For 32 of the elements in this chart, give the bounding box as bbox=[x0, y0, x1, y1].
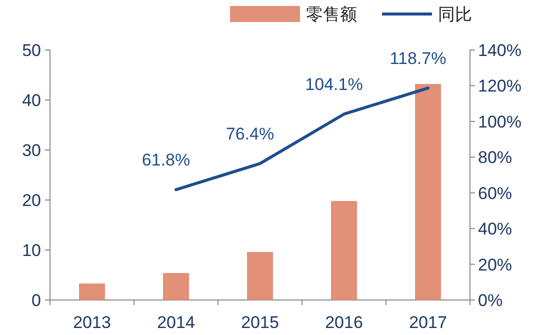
x-tick-label: 2017 bbox=[409, 313, 447, 332]
bar bbox=[331, 201, 357, 300]
y-tick-label: 20 bbox=[22, 191, 41, 210]
data-label: 76.4% bbox=[226, 124, 274, 144]
y2-tick-label: 0% bbox=[478, 291, 503, 310]
y-tick-label: 0 bbox=[32, 291, 41, 310]
y2-tick-label: 40% bbox=[478, 220, 512, 239]
y-tick-label: 40 bbox=[22, 91, 41, 110]
x-tick-label: 2016 bbox=[325, 313, 363, 332]
y2-tick-label: 120% bbox=[478, 76, 522, 96]
bar bbox=[79, 284, 105, 300]
legend-item: 同比 bbox=[382, 5, 472, 24]
bar bbox=[415, 84, 441, 300]
x-tick-label: 2013 bbox=[73, 313, 111, 332]
legend-item: 零售额 bbox=[230, 5, 357, 24]
bar bbox=[163, 273, 189, 300]
x-tick-label: 2014 bbox=[157, 313, 195, 332]
y-tick-label: 30 bbox=[22, 141, 41, 160]
legend-label: 同比 bbox=[438, 5, 472, 24]
data-label: 104.1% bbox=[305, 75, 363, 94]
y2-tick-label: 140% bbox=[478, 41, 522, 60]
data-label: 61.8% bbox=[142, 150, 190, 170]
data-label: 118.7% bbox=[390, 49, 446, 68]
y2-tick-label: 100% bbox=[478, 112, 522, 132]
y-tick-label: 10 bbox=[22, 241, 41, 260]
y2-tick-label: 60% bbox=[478, 184, 512, 203]
y-tick-label: 50 bbox=[22, 41, 41, 60]
x-tick-label: 2015 bbox=[241, 313, 279, 332]
bar bbox=[247, 252, 273, 300]
y2-tick-label: 20% bbox=[478, 255, 512, 274]
legend-label: 零售额 bbox=[306, 5, 357, 24]
y2-tick-label: 80% bbox=[478, 148, 512, 168]
